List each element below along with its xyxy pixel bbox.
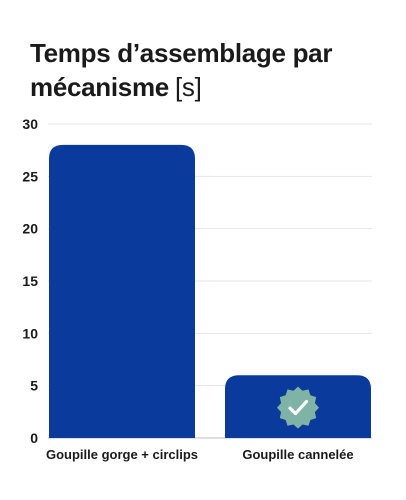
check-icon <box>277 386 319 429</box>
y-tick-label: 20 <box>22 221 38 237</box>
y-tick-label: 25 <box>22 168 38 184</box>
x-axis-labels: Goupille gorge + circlips Goupille cannel… <box>46 447 354 462</box>
y-axis-ticks: 0 5 10 15 20 25 30 <box>22 116 38 446</box>
x-tick-label: Goupille gorge + circlips <box>46 447 198 462</box>
y-tick-label: 10 <box>22 325 38 341</box>
y-tick-label: 0 <box>30 430 38 446</box>
bars <box>49 144 371 438</box>
y-tick-label: 30 <box>22 116 38 132</box>
chart-unit: [s] <box>174 72 202 102</box>
y-tick-label: 15 <box>22 273 38 289</box>
chart-title-text: Temps d’assemblage par mécanisme <box>30 38 333 102</box>
y-tick-label: 5 <box>30 378 38 394</box>
chart-title: Temps d’assemblage par mécanisme [s] <box>30 36 400 104</box>
bar <box>49 144 195 438</box>
x-tick-label: Goupille cannelée <box>242 447 353 462</box>
